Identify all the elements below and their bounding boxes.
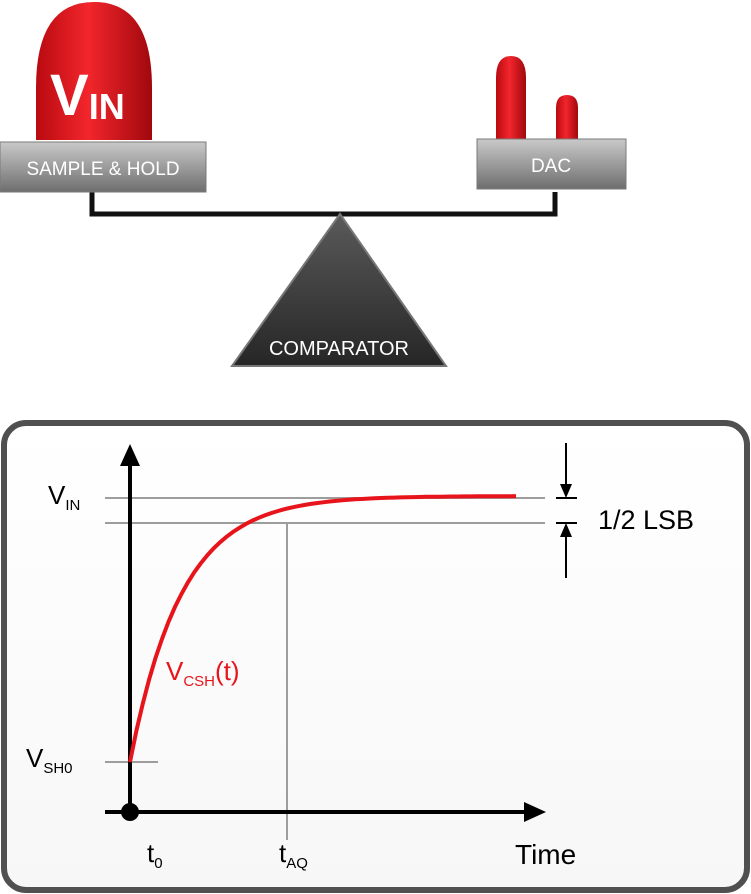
taq-label-sub: AQ <box>286 855 308 872</box>
svg-text:VCSH(t): VCSH(t) <box>166 656 240 690</box>
y-axis-arrow <box>120 444 140 466</box>
svg-text:tAQ: tAQ <box>279 838 308 872</box>
x-axis-arrow <box>524 802 546 822</box>
half-lsb-indicator: 1/2 LSB <box>556 443 694 578</box>
svg-text:t0: t0 <box>147 838 163 872</box>
sample-hold-box: SAMPLE & HOLD <box>0 141 207 193</box>
dac-weights <box>496 56 578 142</box>
vin-weight-main: V <box>50 63 89 128</box>
vsh0-axis-label-sub: SH0 <box>43 760 72 777</box>
curve-label-sub: CSH <box>183 673 215 690</box>
svg-text:VSH0: VSH0 <box>26 743 73 777</box>
balance-illustration: COMPARATOR VIN SAMPLE & HOLD DAC <box>0 2 627 367</box>
svg-text:VIN: VIN <box>48 480 80 514</box>
dac-label: DAC <box>531 156 571 177</box>
curve-label-suffix: (t) <box>215 656 240 686</box>
svg-text:VIN: VIN <box>50 63 125 128</box>
vsh0-axis-label-main: V <box>26 743 44 773</box>
vcsh-curve <box>128 494 517 763</box>
vin-weight-sub: IN <box>89 86 125 127</box>
origin-dot <box>121 803 139 821</box>
vin-weight: VIN <box>36 2 152 140</box>
t0-label-sub: 0 <box>154 855 162 872</box>
taq-label-main: t <box>279 838 287 868</box>
comparator-label: COMPARATOR <box>269 338 409 360</box>
t0-label-main: t <box>147 838 155 868</box>
acquisition-graph: 1/2 LSB VIN VSH0 VCSH(t) t0 tAQ Time <box>1 420 750 893</box>
half-lsb-label: 1/2 LSB <box>598 505 694 535</box>
comparator-fulcrum: COMPARATOR <box>230 212 448 367</box>
vin-axis-label-main: V <box>48 480 66 510</box>
curve-label-main: V <box>166 656 184 686</box>
vin-axis-label-sub: IN <box>65 497 80 514</box>
dac-box: DAC <box>476 138 627 190</box>
sample-hold-label: SAMPLE & HOLD <box>26 159 179 180</box>
balance-beam <box>89 192 558 217</box>
time-axis-label: Time <box>515 839 576 870</box>
graph-frame <box>1 420 750 893</box>
